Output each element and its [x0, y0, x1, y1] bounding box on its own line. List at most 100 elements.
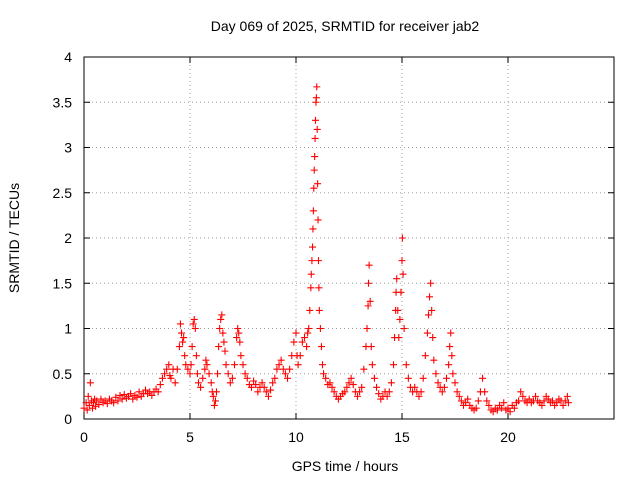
data-point	[286, 365, 294, 373]
data-point	[250, 377, 258, 385]
data-point	[219, 329, 227, 337]
data-point	[239, 361, 247, 369]
data-point	[233, 334, 241, 342]
data-point	[432, 370, 440, 378]
data-point	[156, 381, 164, 389]
data-point	[544, 395, 552, 403]
data-point	[395, 334, 403, 342]
data-point	[358, 383, 366, 391]
data-point	[421, 352, 429, 360]
x-tick-label: 10	[288, 429, 304, 445]
data-point	[540, 397, 548, 405]
data-point	[363, 325, 371, 332]
x-tick-label: 20	[500, 429, 516, 445]
data-point	[116, 391, 124, 399]
data-point	[483, 397, 491, 405]
data-point	[419, 374, 427, 382]
data-point	[449, 370, 457, 378]
data-point	[451, 379, 459, 387]
x-tick-label: 5	[186, 429, 194, 445]
data-point	[114, 397, 122, 405]
data-point	[472, 404, 480, 412]
data-point	[519, 392, 527, 400]
data-point	[375, 390, 383, 398]
data-point	[312, 94, 320, 102]
y-tick-label: 2.5	[53, 185, 73, 201]
y-tick-label: 3	[64, 140, 72, 156]
data-point	[237, 352, 245, 360]
data-point	[440, 383, 448, 391]
data-point	[93, 397, 101, 405]
data-point	[525, 395, 533, 403]
data-point	[455, 392, 463, 400]
y-tick-label: 0	[64, 411, 72, 427]
chart-title: Day 069 of 2025, SRMTID for receiver jab…	[211, 18, 480, 34]
data-point	[275, 361, 283, 369]
data-point	[103, 400, 111, 408]
data-point	[267, 386, 275, 394]
data-point	[313, 83, 321, 91]
data-point	[298, 338, 306, 346]
data-point	[163, 365, 171, 373]
data-point	[148, 391, 156, 399]
data-point	[349, 381, 357, 389]
data-point	[316, 325, 324, 332]
data-point	[290, 338, 298, 346]
data-point	[300, 334, 308, 342]
data-point	[129, 395, 137, 403]
data-point	[564, 399, 572, 407]
data-point	[133, 393, 141, 401]
data-point	[191, 325, 199, 332]
data-point	[209, 392, 217, 400]
data-point	[448, 352, 456, 360]
data-point	[315, 284, 323, 292]
data-point	[387, 379, 395, 387]
data-point	[86, 379, 94, 387]
data-point	[443, 374, 451, 382]
data-point	[110, 399, 118, 407]
data-point	[83, 406, 91, 414]
data-point	[84, 392, 92, 400]
data-point	[559, 401, 567, 409]
data-point	[216, 325, 224, 332]
data-point	[328, 383, 336, 391]
data-point	[343, 383, 351, 391]
data-point	[222, 361, 230, 369]
data-point	[504, 404, 512, 412]
data-point	[158, 374, 166, 382]
data-point	[281, 370, 289, 378]
data-point	[234, 325, 242, 332]
data-point	[515, 397, 523, 405]
y-tick-label: 1.5	[53, 275, 73, 291]
data-point	[97, 395, 105, 403]
data-point	[296, 352, 304, 360]
data-point	[135, 388, 143, 396]
data-point	[260, 383, 268, 391]
data-point	[215, 343, 223, 351]
y-tick-label: 2	[64, 230, 72, 246]
data-point	[390, 361, 398, 369]
data-point	[311, 134, 319, 142]
data-point	[192, 352, 200, 360]
data-points	[80, 83, 572, 416]
data-point	[179, 338, 187, 346]
data-point	[193, 370, 201, 378]
data-point	[306, 306, 314, 314]
data-point	[311, 153, 319, 161]
data-point	[489, 408, 497, 416]
data-point	[479, 374, 487, 382]
data-point	[364, 302, 372, 310]
data-point	[445, 361, 453, 369]
data-point	[205, 370, 213, 378]
data-point	[373, 383, 381, 391]
data-point	[500, 399, 508, 407]
data-point	[175, 343, 183, 351]
data-point	[394, 306, 402, 314]
y-tick-label: 1	[64, 321, 72, 337]
data-point	[314, 216, 322, 224]
data-point	[397, 288, 405, 296]
data-point	[341, 388, 349, 396]
data-point	[224, 370, 232, 378]
data-point	[538, 401, 546, 409]
data-point	[178, 329, 186, 337]
